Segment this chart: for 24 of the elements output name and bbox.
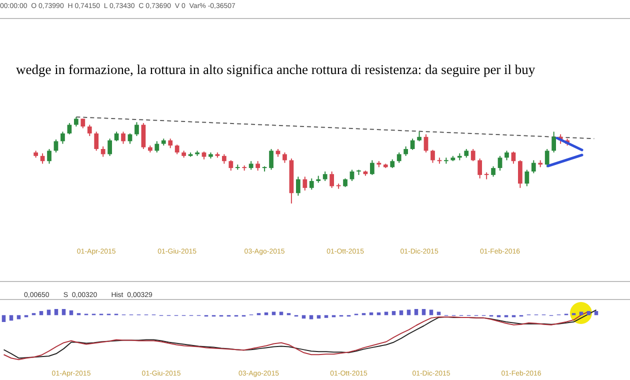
bar — [392, 311, 396, 316]
chart-title: wedge in formazione, la rottura in alto significa anche rottura di resistenza: da seguire per il buy — [16, 62, 536, 78]
bar — [309, 315, 314, 320]
bar — [429, 310, 434, 316]
bar — [384, 312, 388, 316]
bar — [272, 312, 276, 316]
bar — [279, 312, 284, 316]
bar — [586, 311, 591, 316]
bar — [16, 315, 21, 320]
bar — [316, 315, 321, 319]
bar — [2, 315, 6, 322]
bar — [579, 312, 584, 316]
bar — [422, 309, 426, 316]
bar — [406, 310, 411, 316]
bar — [9, 315, 14, 321]
bar — [39, 311, 44, 316]
bar — [46, 310, 51, 316]
bar — [414, 309, 418, 316]
bar — [302, 315, 306, 319]
bar — [62, 309, 66, 316]
bar — [324, 315, 328, 318]
bar — [594, 311, 598, 316]
bar — [54, 309, 58, 316]
bar — [436, 312, 441, 316]
